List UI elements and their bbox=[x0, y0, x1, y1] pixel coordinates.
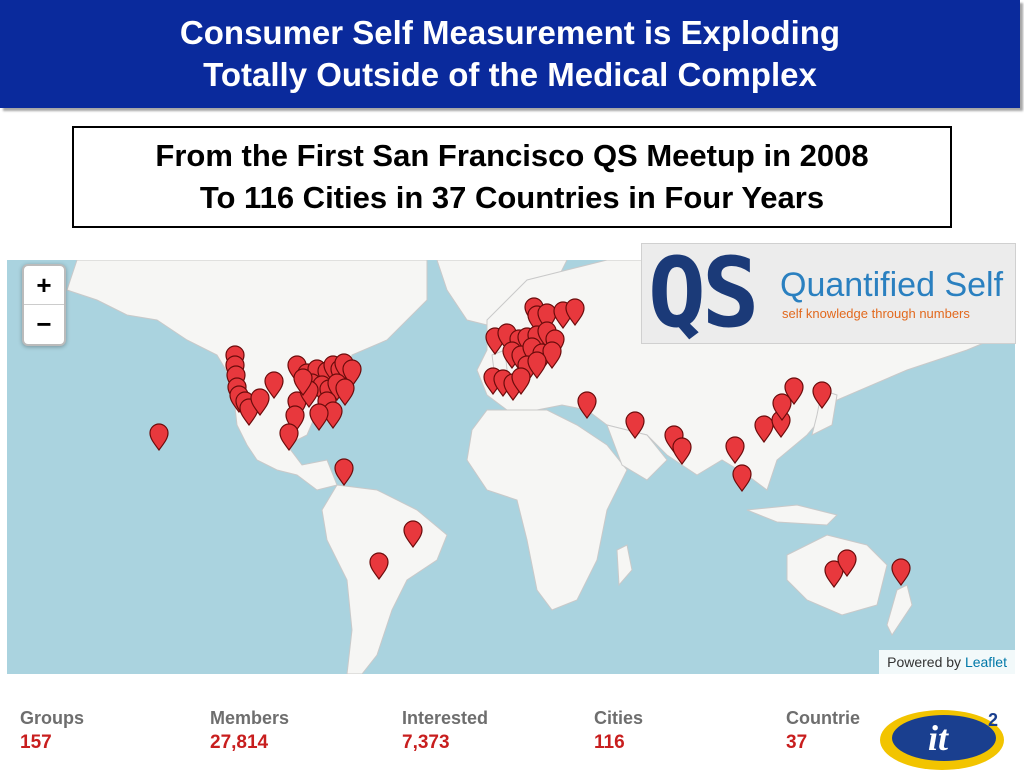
map-attribution: Powered by Leaflet bbox=[879, 650, 1015, 674]
logo-superscript: 2 bbox=[988, 710, 998, 730]
stat-groups: Groups 157 bbox=[20, 706, 84, 756]
zoom-out-button[interactable]: − bbox=[24, 304, 64, 343]
map-marker-icon[interactable] bbox=[149, 423, 169, 452]
south-america bbox=[321, 484, 448, 674]
map-marker-icon[interactable] bbox=[577, 391, 597, 420]
map-marker-icon[interactable] bbox=[334, 458, 354, 487]
map-marker-icon[interactable] bbox=[754, 415, 774, 444]
stat-members: Members 27,814 bbox=[210, 706, 289, 756]
madagascar bbox=[616, 544, 633, 587]
stat-value: 157 bbox=[20, 732, 52, 753]
map-marker-icon[interactable] bbox=[293, 368, 313, 397]
stat-label: Cities bbox=[594, 708, 644, 728]
stat-value: 7,373 bbox=[402, 732, 450, 753]
subtitle-line-1: From the First San Francisco QS Meetup i… bbox=[155, 138, 869, 173]
it2-logo: it 2 bbox=[880, 710, 1004, 770]
qs-mark: QS bbox=[648, 237, 760, 349]
title-line-1: Consumer Self Measurement is Exploding bbox=[179, 14, 841, 51]
map-marker-icon[interactable] bbox=[732, 464, 752, 493]
map-marker-icon[interactable] bbox=[824, 560, 844, 589]
map-marker-icon[interactable] bbox=[309, 403, 329, 432]
stat-countries: Countrie 37 bbox=[786, 706, 860, 756]
map-marker-icon[interactable] bbox=[527, 351, 547, 380]
map-marker-icon[interactable] bbox=[784, 377, 804, 406]
leaflet-link[interactable]: Leaflet bbox=[964, 654, 1007, 670]
stat-value: 27,814 bbox=[210, 732, 269, 753]
stat-label: Countrie bbox=[786, 708, 860, 728]
map-marker-icon[interactable] bbox=[403, 520, 423, 549]
stat-cities: Cities 116 bbox=[594, 706, 643, 756]
japan bbox=[811, 389, 838, 436]
map-marker-icon[interactable] bbox=[891, 558, 911, 587]
quantified-self-logo: QS Quantified Self self knowledge throug… bbox=[641, 243, 1016, 344]
qs-tagline: self knowledge through numbers bbox=[782, 306, 970, 321]
attribution-text: Powered by bbox=[887, 654, 962, 670]
africa bbox=[466, 409, 628, 611]
map-marker-icon[interactable] bbox=[725, 436, 745, 465]
stats-bar: Groups 157 Members 27,814 Interested 7,3… bbox=[20, 706, 880, 766]
map-marker-icon[interactable] bbox=[335, 378, 355, 407]
map-marker-icon[interactable] bbox=[279, 423, 299, 452]
map-marker-icon[interactable] bbox=[369, 552, 389, 581]
new-zealand bbox=[886, 584, 913, 636]
subtitle-box: From the First San Francisco QS Meetup i… bbox=[72, 126, 952, 228]
map-marker-icon[interactable] bbox=[511, 367, 531, 396]
arabia bbox=[606, 424, 668, 481]
map-marker-icon[interactable] bbox=[264, 371, 284, 400]
subtitle-line-2: To 116 Cities in 37 Countries in Four Ye… bbox=[199, 180, 825, 215]
stat-interested: Interested 7,373 bbox=[402, 706, 488, 756]
map-marker-icon[interactable] bbox=[837, 549, 857, 578]
logo-text: it bbox=[928, 718, 949, 758]
north-america bbox=[66, 260, 428, 491]
zoom-control: + − bbox=[22, 264, 66, 346]
stat-value: 37 bbox=[786, 732, 808, 753]
indonesia bbox=[746, 504, 838, 526]
qs-wordmark: Quantified Self bbox=[780, 266, 1004, 304]
stat-value: 116 bbox=[594, 732, 625, 753]
map-marker-icon[interactable] bbox=[250, 388, 270, 417]
stat-label: Members bbox=[210, 708, 290, 728]
map-marker-icon[interactable] bbox=[812, 381, 832, 410]
map-marker-icon[interactable] bbox=[625, 411, 645, 440]
title-line-2: Totally Outside of the Medical Complex bbox=[203, 56, 817, 93]
map-marker-icon[interactable] bbox=[772, 393, 792, 422]
slide-title: Consumer Self Measurement is Exploding T… bbox=[0, 0, 1020, 108]
map-marker-icon[interactable] bbox=[565, 298, 585, 327]
stat-label: Interested bbox=[402, 708, 489, 728]
marker-layer bbox=[149, 297, 911, 589]
stat-label: Groups bbox=[20, 708, 85, 728]
logo-disc bbox=[892, 715, 996, 761]
map-marker-icon[interactable] bbox=[672, 437, 692, 466]
zoom-in-button[interactable]: + bbox=[36, 269, 52, 300]
